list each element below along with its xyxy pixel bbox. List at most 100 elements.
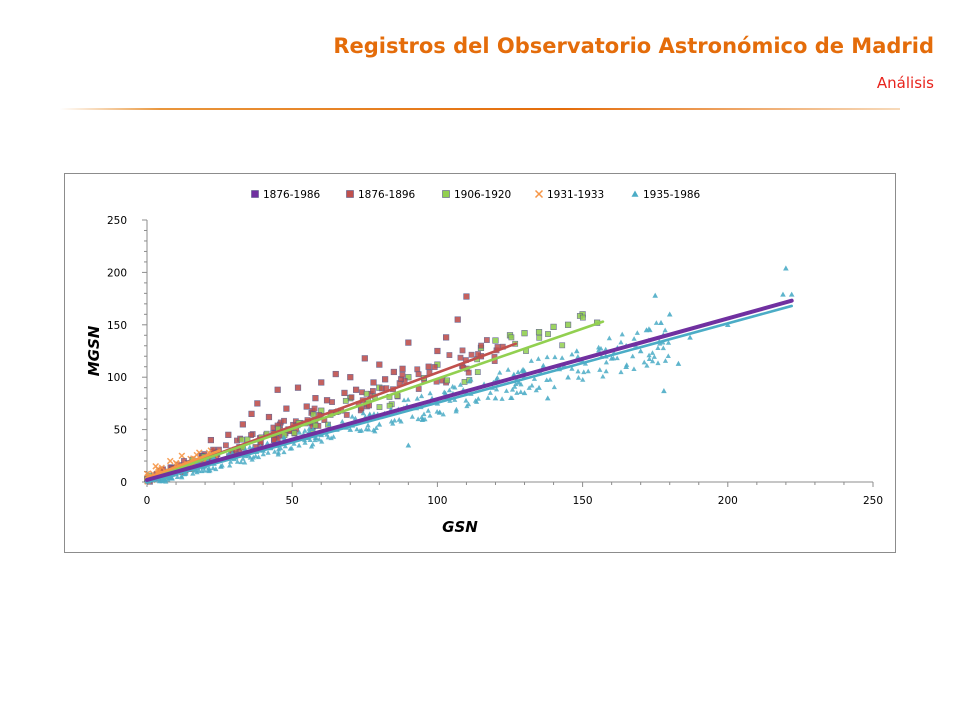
data-point — [535, 329, 543, 336]
data-point — [585, 368, 591, 374]
data-point — [483, 337, 490, 343]
data-point — [382, 376, 389, 383]
data-point — [415, 416, 421, 422]
data-point — [343, 412, 350, 418]
data-point — [399, 365, 406, 372]
data-point — [399, 372, 406, 378]
data-point — [531, 376, 538, 381]
y-axis-title: MGSN — [85, 325, 103, 376]
data-point — [461, 379, 468, 385]
data-point — [624, 362, 630, 367]
data-point — [457, 354, 464, 361]
data-point — [631, 366, 637, 372]
data-point — [373, 425, 379, 430]
data-point — [431, 364, 438, 370]
data-point — [227, 462, 233, 468]
data-point — [649, 350, 656, 355]
data-point — [319, 438, 325, 444]
data-point — [619, 331, 625, 337]
data-point — [446, 352, 453, 358]
data-point — [597, 367, 603, 372]
data-point — [390, 368, 397, 376]
data-point — [388, 418, 395, 424]
legend-marker — [346, 190, 354, 198]
data-point — [275, 451, 281, 457]
data-point — [547, 376, 553, 382]
data-point — [783, 265, 789, 271]
data-point — [178, 473, 185, 479]
y-tick-label: 200 — [107, 267, 127, 279]
data-point — [178, 452, 186, 460]
data-point — [465, 369, 472, 376]
data-point — [508, 334, 515, 341]
data-point — [223, 442, 229, 449]
data-point — [281, 417, 287, 424]
data-point — [247, 444, 253, 450]
data-point — [418, 393, 425, 399]
data-point — [206, 468, 212, 474]
data-point — [310, 411, 317, 418]
data-point — [559, 342, 566, 349]
data-point — [376, 421, 383, 427]
data-point — [453, 406, 460, 412]
trendlines — [145, 298, 794, 484]
data-point — [291, 430, 298, 436]
data-point — [675, 360, 682, 366]
data-point — [473, 399, 480, 404]
trendline — [145, 298, 794, 482]
data-point — [651, 354, 657, 359]
data-point — [239, 421, 246, 428]
data-point — [347, 426, 354, 432]
data-point — [598, 345, 604, 351]
data-point — [499, 396, 505, 401]
data-point — [238, 459, 244, 465]
legend-marker — [251, 190, 259, 198]
data-point — [468, 376, 474, 382]
data-point — [210, 455, 217, 460]
data-point — [302, 440, 308, 445]
slide-title: Registros del Observatorio Astronómico d… — [333, 34, 934, 58]
legend-label: 1935-1986 — [643, 189, 701, 201]
data-point — [464, 403, 470, 409]
data-point — [419, 414, 425, 420]
legend-label: 1906-1920 — [454, 189, 511, 201]
data-point — [169, 475, 175, 481]
data-point — [275, 446, 282, 452]
data-point — [550, 323, 557, 330]
data-point — [264, 440, 270, 446]
data-point — [634, 330, 640, 335]
chart-axes: 0 50 100 150 200 250 0 50 100 150 200 250 — [107, 215, 883, 507]
data-point — [610, 355, 617, 361]
data-point — [536, 384, 542, 390]
data-point — [544, 354, 550, 360]
data-point — [349, 413, 355, 419]
data-point — [485, 395, 491, 400]
data-point — [446, 387, 453, 393]
data-point — [341, 389, 348, 397]
data-point — [323, 397, 331, 404]
data-point — [600, 373, 606, 379]
data-point — [174, 474, 180, 480]
data-point — [475, 396, 481, 401]
data-point — [165, 476, 171, 482]
data-point — [310, 441, 316, 447]
data-point — [559, 355, 565, 360]
data-point — [665, 340, 672, 345]
data-point — [503, 388, 510, 393]
data-point — [318, 379, 325, 386]
data-point — [242, 459, 248, 465]
data-point — [158, 464, 165, 471]
data-point — [511, 371, 517, 377]
chart-frame: 1876-1986 1876-1896 1906-1920 1931-1933 1935… — [64, 173, 896, 553]
legend-label: 1931-1933 — [547, 189, 604, 201]
data-point — [606, 335, 612, 341]
chart-legend: 1876-1986 1876-1896 1906-1920 1931-1933 1935… — [251, 189, 701, 201]
data-point — [396, 417, 402, 422]
data-point — [526, 385, 532, 390]
data-point — [425, 408, 431, 413]
data-point — [521, 330, 528, 337]
data-point — [360, 410, 366, 416]
data-point — [227, 459, 234, 464]
data-point — [310, 426, 316, 432]
data-point — [302, 428, 308, 433]
